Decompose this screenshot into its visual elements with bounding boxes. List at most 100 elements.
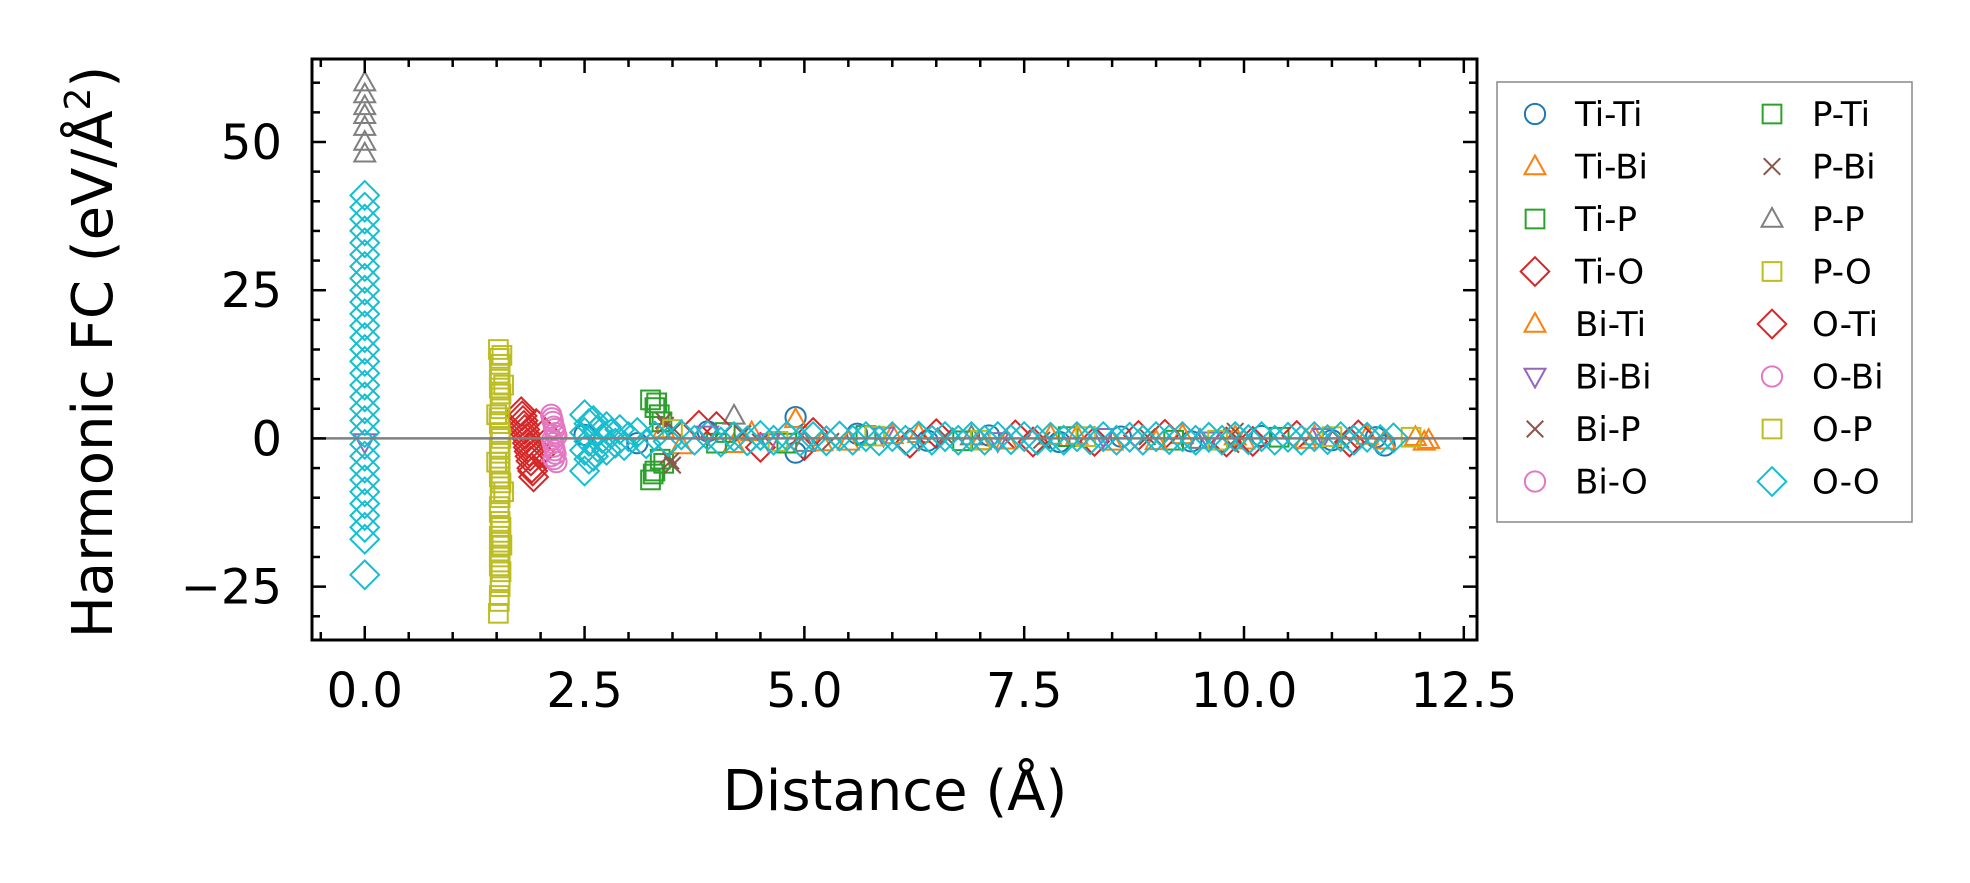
data-point-o-p: [488, 407, 510, 429]
data-point-bi-p: [1226, 422, 1245, 441]
legend-label: O-Bi: [1812, 358, 1884, 398]
legend-label: O-O: [1812, 463, 1880, 503]
data-point-o-o: [568, 455, 601, 487]
data-point-o-o: [349, 203, 381, 235]
data-point-o-o: [349, 227, 381, 259]
data-point-o-ti: [516, 455, 549, 487]
data-point-o-o: [349, 487, 381, 520]
data-point-o-p: [489, 570, 511, 592]
data-point-o-ti: [1237, 425, 1269, 458]
data-point-o-o: [1193, 421, 1225, 453]
data-point-o-o: [1153, 423, 1185, 456]
data-point-o-o: [582, 431, 614, 464]
series-o-ti: [506, 400, 1375, 487]
data-point-o-o: [1298, 420, 1331, 453]
x-tick-label: 2.5: [546, 663, 622, 719]
data-point-o-o: [1311, 423, 1344, 456]
data-point-ti-p: [644, 397, 666, 418]
legend-marker: [1761, 103, 1783, 125]
series-p-p: [352, 69, 1213, 452]
data-point-o-o: [349, 179, 381, 212]
data-point-o-o: [1061, 420, 1093, 453]
legend-marker: [1756, 308, 1788, 340]
legend-marker: [1526, 420, 1544, 438]
data-point-o-o: [1008, 420, 1040, 453]
legend-marker: [1524, 208, 1546, 230]
data-point-o-o: [1232, 423, 1265, 456]
data-point-o-p: [489, 540, 511, 562]
data-point-o-o: [1034, 421, 1067, 453]
data-point-o-o: [349, 333, 381, 366]
data-point-o-o: [889, 424, 922, 456]
data-point-o-o: [349, 416, 381, 449]
data-point-o-o: [349, 215, 381, 247]
legend-item-ti-p: Ti-P: [1524, 200, 1637, 240]
data-point-o-o: [590, 434, 623, 466]
y-tick-label: 50: [221, 115, 282, 171]
x-tick-label: 12.5: [1410, 663, 1517, 719]
data-point-o-o: [349, 440, 381, 472]
legend-item-bi-o: Bi-O: [1523, 463, 1648, 503]
legend-item-ti-o: Ti-O: [1519, 253, 1644, 293]
legend-label: Ti-P: [1574, 200, 1637, 240]
axis-ticks: [312, 59, 1477, 640]
legend-label: Ti-Bi: [1574, 148, 1648, 188]
legend-item-p-p: P-P: [1759, 200, 1865, 240]
data-point-o-o: [349, 357, 381, 389]
data-point-ti-o: [509, 413, 541, 446]
data-point-ti-p: [640, 469, 661, 491]
data-point-o-o: [349, 238, 381, 271]
legend-label: Bi-Ti: [1575, 305, 1646, 345]
y-axis-title: Harmonic FC (eV/Å2): [58, 66, 126, 639]
data-point-o-o: [929, 420, 961, 453]
data-point-o-o: [349, 464, 381, 496]
y-tick-label: −25: [181, 560, 282, 616]
data-point-o-o: [1127, 424, 1159, 456]
data-point-o-o: [718, 420, 750, 453]
x-tick-labels: 0.0 2.5 5.0 7.5 10.0 12.5: [327, 663, 1518, 719]
legend-item-p-o: P-O: [1761, 253, 1872, 293]
legend-marker: [1763, 157, 1781, 176]
legend-marker: [1761, 418, 1783, 440]
x-axis-title: Distance (Å): [723, 758, 1068, 824]
data-point-o-o: [955, 420, 988, 453]
data-point-o-o: [349, 452, 381, 484]
series-o-bi: [540, 407, 567, 471]
data-point-p-p: [352, 114, 377, 136]
data-point-ti-o: [517, 461, 550, 493]
data-point-o-o: [968, 424, 1001, 456]
data-point-o-o: [1377, 422, 1410, 454]
data-point-bi-p: [663, 456, 682, 475]
data-point-p-o: [488, 602, 509, 624]
data-point-o-p: [488, 348, 510, 369]
data-point-o-o: [810, 425, 843, 457]
y-axis-title-close: ): [61, 66, 126, 88]
data-point-o-o: [349, 345, 381, 378]
data-point-ti-o: [505, 396, 537, 428]
legend-label: P-P: [1812, 200, 1865, 240]
y-tick-label: 0: [251, 411, 282, 467]
data-point-o-o: [349, 286, 381, 318]
legend-item-p-ti: P-Ti: [1761, 95, 1870, 135]
data-point-o-o: [678, 424, 711, 456]
data-point-o-p: [489, 451, 511, 473]
data-point-o-o: [863, 425, 895, 457]
data-point-p-o: [1321, 426, 1343, 447]
data-point-o-o: [349, 404, 381, 437]
legend-frame: [1496, 81, 1913, 523]
data-point-o-o: [349, 321, 381, 354]
legend-marker: [1759, 205, 1785, 228]
data-point-o-o: [1048, 424, 1080, 456]
data-point-o-o: [1100, 424, 1133, 456]
data-point-o-o: [731, 425, 763, 457]
data-point-o-ti: [515, 445, 547, 477]
data-point-o-o: [876, 420, 909, 453]
legend-label: Bi-O: [1575, 463, 1648, 503]
data-point-bi-bi: [985, 432, 1010, 454]
data-point-p-o: [488, 591, 510, 612]
data-point-o-o: [1219, 420, 1251, 453]
data-point-o-o: [1351, 421, 1383, 453]
series-p-o: [486, 339, 1422, 624]
data-point-p-p: [721, 402, 747, 425]
legend-label: P-O: [1812, 253, 1872, 293]
